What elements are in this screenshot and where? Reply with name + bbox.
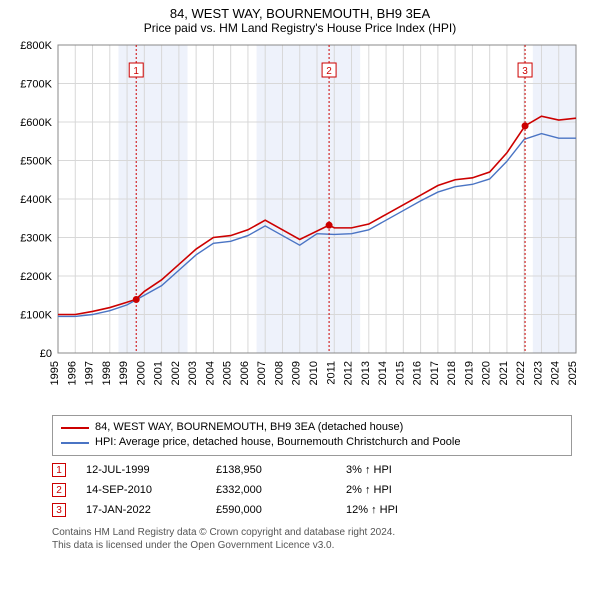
sale-price: £138,950: [216, 464, 326, 476]
svg-text:2010: 2010: [308, 361, 320, 385]
svg-text:£0: £0: [40, 348, 52, 360]
sale-marker-icon: 2: [52, 483, 66, 497]
svg-text:2014: 2014: [377, 361, 389, 385]
svg-text:2003: 2003: [187, 361, 199, 385]
svg-text:£800K: £800K: [20, 40, 52, 52]
legend-swatch: [61, 442, 89, 444]
svg-text:2007: 2007: [256, 361, 268, 385]
legend: 84, WEST WAY, BOURNEMOUTH, BH9 3EA (deta…: [52, 415, 572, 456]
svg-text:2001: 2001: [153, 361, 165, 385]
svg-text:2019: 2019: [463, 361, 475, 385]
svg-text:2020: 2020: [481, 361, 493, 385]
svg-text:£300K: £300K: [20, 233, 52, 245]
svg-text:£600K: £600K: [20, 117, 52, 129]
svg-text:2021: 2021: [498, 361, 510, 385]
svg-text:2008: 2008: [273, 361, 285, 385]
svg-text:£700K: £700K: [20, 79, 52, 91]
svg-text:1999: 1999: [118, 361, 130, 385]
svg-text:2006: 2006: [239, 361, 251, 385]
svg-text:1998: 1998: [101, 361, 113, 385]
svg-text:1997: 1997: [84, 361, 96, 385]
svg-text:£500K: £500K: [20, 156, 52, 168]
legend-label: HPI: Average price, detached house, Bour…: [95, 435, 460, 450]
svg-text:2011: 2011: [325, 361, 337, 385]
sale-pct-vs-hpi: 2% ↑ HPI: [346, 484, 466, 496]
footer-line-1: Contains HM Land Registry data © Crown c…: [52, 526, 592, 539]
svg-text:3: 3: [522, 66, 528, 77]
sale-marker-icon: 1: [52, 463, 66, 477]
sales-table: 1 12-JUL-1999 £138,950 3% ↑ HPI 2 14-SEP-2010…: [52, 460, 592, 520]
footer-line-2: This data is licensed under the Open Gov…: [52, 539, 592, 552]
sale-date: 12-JUL-1999: [86, 464, 196, 476]
sale-date: 14-SEP-2010: [86, 484, 196, 496]
svg-text:£200K: £200K: [20, 271, 52, 283]
legend-row: 84, WEST WAY, BOURNEMOUTH, BH9 3EA (deta…: [61, 420, 563, 435]
chart-area: £0 £100K £200K £300K £400K £500K £600K £700K £80…: [8, 39, 592, 409]
chart-container: 84, WEST WAY, BOURNEMOUTH, BH9 3EA Price…: [0, 0, 600, 556]
sale-row: 1 12-JUL-1999 £138,950 3% ↑ HPI: [52, 460, 592, 480]
svg-text:2000: 2000: [135, 361, 147, 385]
sale-row: 3 17-JAN-2022 £590,000 12% ↑ HPI: [52, 500, 592, 520]
svg-text:1: 1: [133, 66, 139, 77]
sale-marker-icon: 3: [52, 503, 66, 517]
svg-text:2017: 2017: [429, 361, 441, 385]
svg-text:1996: 1996: [66, 361, 78, 385]
svg-text:2016: 2016: [412, 361, 424, 385]
legend-label: 84, WEST WAY, BOURNEMOUTH, BH9 3EA (deta…: [95, 420, 403, 435]
svg-text:2002: 2002: [170, 361, 182, 385]
line-chart: £0 £100K £200K £300K £400K £500K £600K £700K £80…: [8, 39, 592, 409]
svg-text:2018: 2018: [446, 361, 458, 385]
legend-row: HPI: Average price, detached house, Bour…: [61, 435, 563, 450]
svg-text:£400K: £400K: [20, 194, 52, 206]
svg-text:2012: 2012: [343, 361, 355, 385]
sale-row: 2 14-SEP-2010 £332,000 2% ↑ HPI: [52, 480, 592, 500]
sale-price: £590,000: [216, 504, 326, 516]
svg-text:2024: 2024: [550, 361, 562, 385]
svg-text:2: 2: [326, 66, 332, 77]
svg-text:2025: 2025: [567, 361, 579, 385]
footer-attribution: Contains HM Land Registry data © Crown c…: [52, 526, 592, 552]
svg-text:£100K: £100K: [20, 310, 52, 322]
sale-pct-vs-hpi: 12% ↑ HPI: [346, 504, 466, 516]
chart-title: 84, WEST WAY, BOURNEMOUTH, BH9 3EA: [8, 6, 592, 21]
svg-text:2004: 2004: [204, 361, 216, 385]
svg-text:2009: 2009: [291, 361, 303, 385]
svg-text:2013: 2013: [360, 361, 372, 385]
svg-text:1995: 1995: [49, 361, 61, 385]
svg-text:2022: 2022: [515, 361, 527, 385]
chart-subtitle: Price paid vs. HM Land Registry's House …: [8, 21, 592, 35]
sale-price: £332,000: [216, 484, 326, 496]
svg-text:2015: 2015: [394, 361, 406, 385]
svg-text:2023: 2023: [532, 361, 544, 385]
sale-date: 17-JAN-2022: [86, 504, 196, 516]
legend-swatch: [61, 427, 89, 429]
sale-pct-vs-hpi: 3% ↑ HPI: [346, 464, 466, 476]
svg-text:2005: 2005: [222, 361, 234, 385]
